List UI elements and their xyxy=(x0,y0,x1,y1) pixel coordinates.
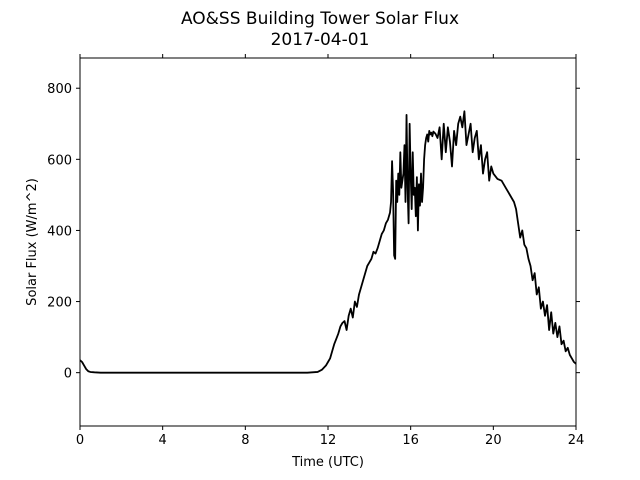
x-tick-label-16: 16 xyxy=(402,433,419,448)
y-tick-label-200: 200 xyxy=(47,296,72,311)
x-tick-label-20: 20 xyxy=(485,433,502,448)
plot-area: 0 4 8 12 16 20 24 0 200 400 600 800 xyxy=(47,54,584,448)
series-line-0 xyxy=(79,110,577,374)
x-tick-label-24: 24 xyxy=(568,433,585,448)
y-tick-label-0: 0 xyxy=(64,367,72,382)
x-axis-label: Time (UTC) xyxy=(291,455,364,470)
x-tick-label-4: 4 xyxy=(159,433,167,448)
plot-frame xyxy=(79,57,577,427)
y-axis-label: Solar Flux (W/m^2) xyxy=(25,178,40,306)
y-tick-label-600: 600 xyxy=(47,153,72,168)
y-tick-label-800: 800 xyxy=(47,82,72,97)
x-tick-label-0: 0 xyxy=(76,433,84,448)
x-tick-label-8: 8 xyxy=(241,433,249,448)
chart-subtitle: 2017-04-01 xyxy=(271,30,370,50)
chart-title: AO&SS Building Tower Solar Flux xyxy=(181,9,459,29)
x-tick-label-12: 12 xyxy=(320,433,337,448)
y-tick-label-400: 400 xyxy=(47,224,72,239)
